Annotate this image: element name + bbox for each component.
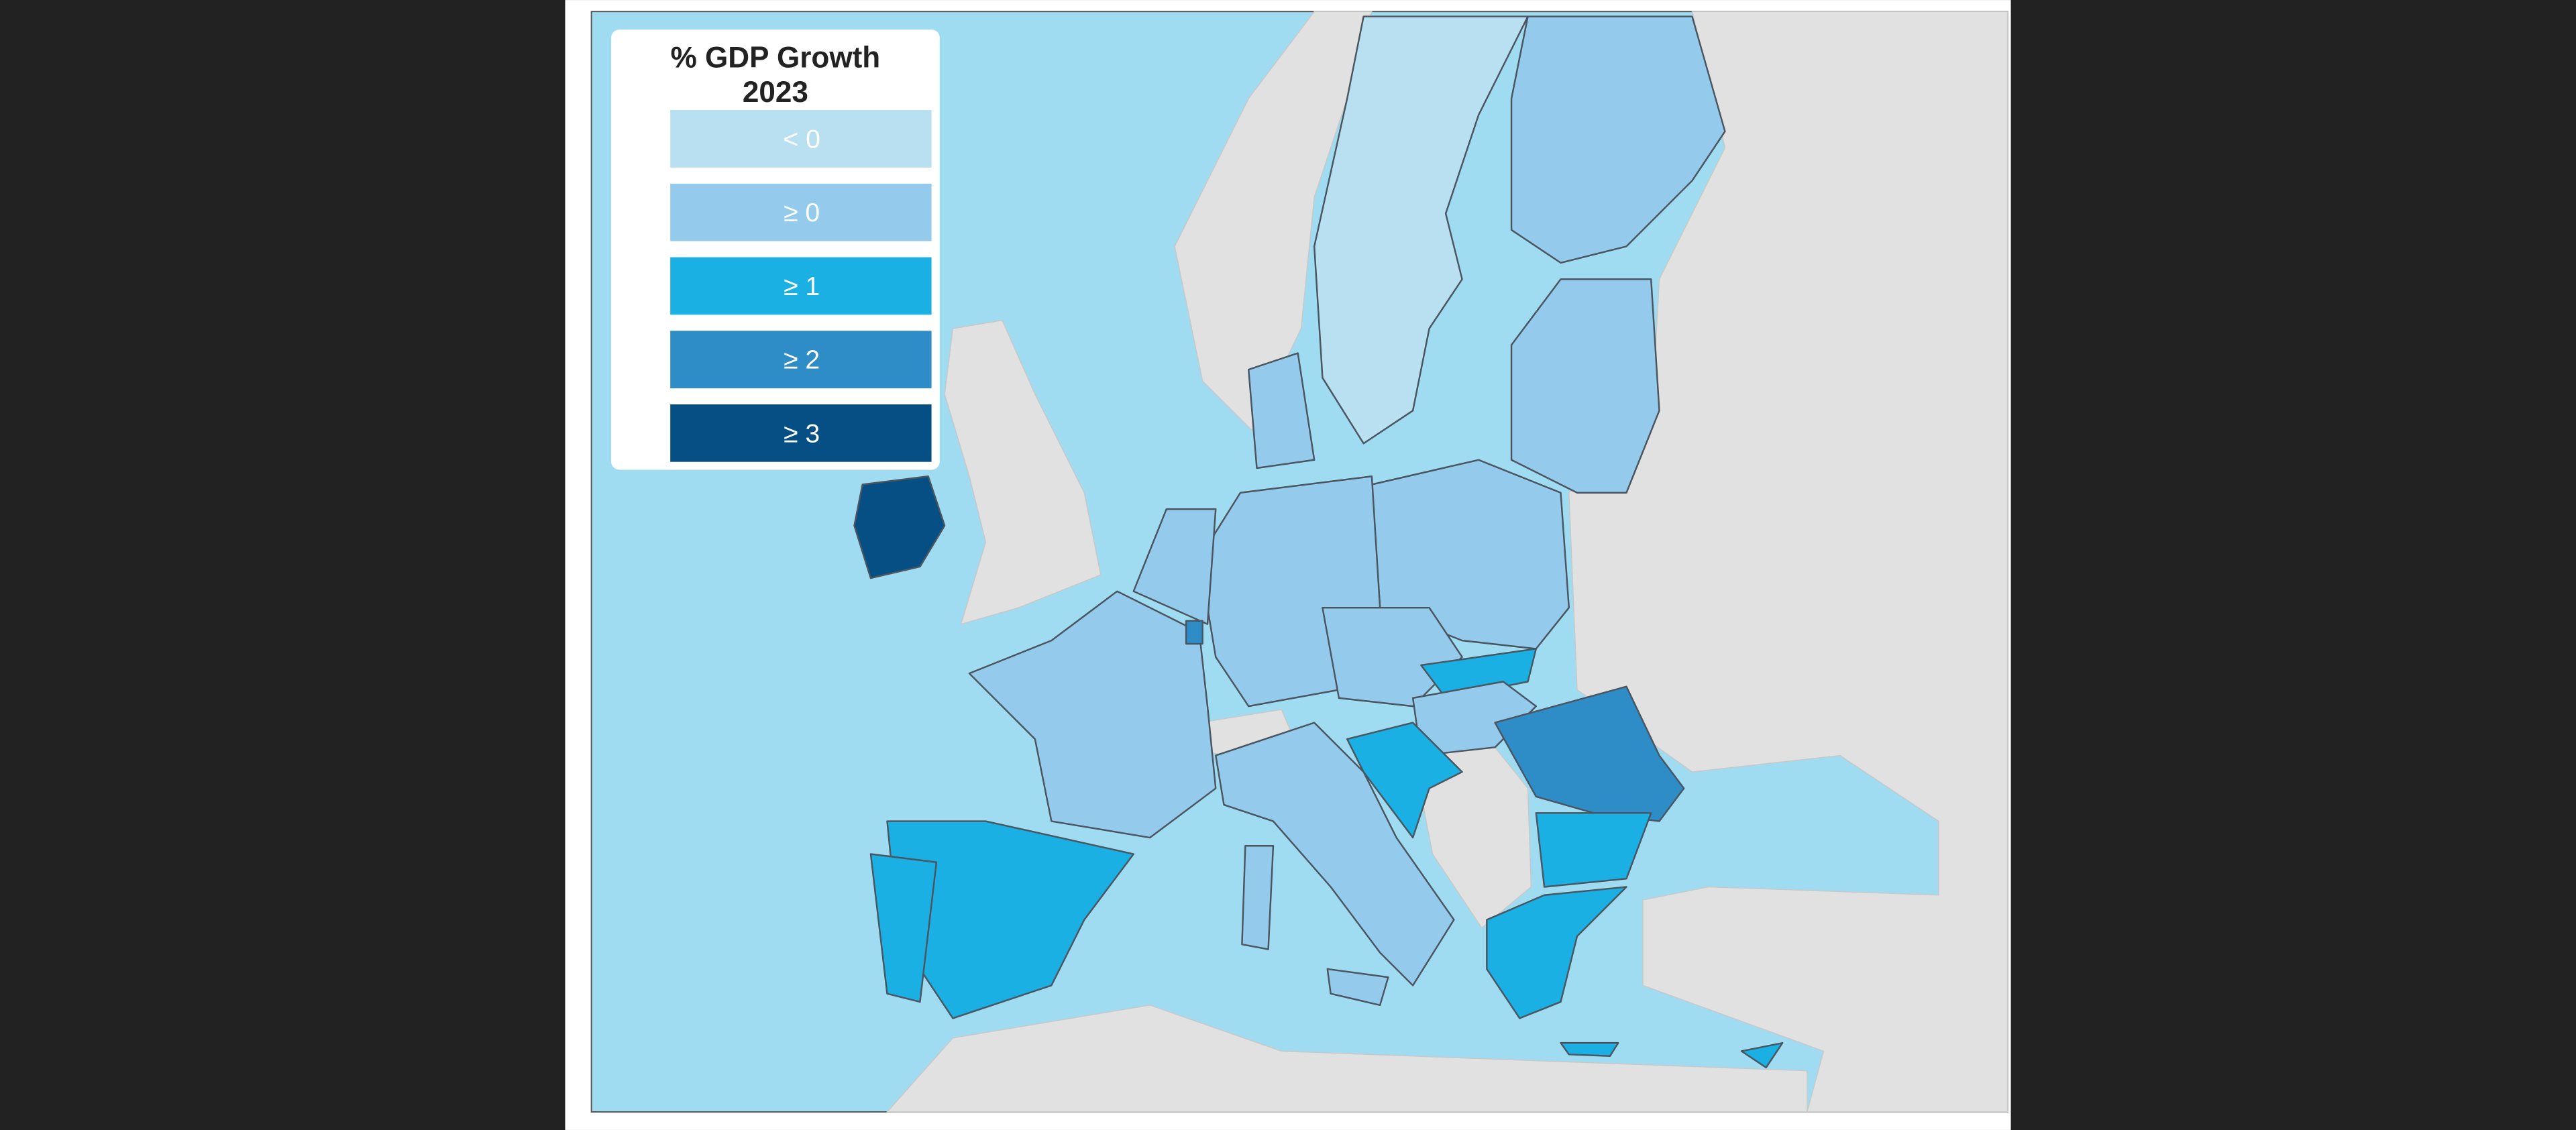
greece — [1486, 886, 1627, 1019]
denmark — [1248, 352, 1316, 469]
legend: % GDP Growth 2023 < 0 ≥ 0 ≥ 1 ≥ 2 ≥ 3 — [611, 30, 940, 470]
legend-title: 2023 — [743, 76, 808, 109]
uk — [944, 319, 1102, 625]
finland — [1510, 15, 1726, 264]
north-africa — [885, 1005, 1808, 1113]
luxembourg — [1185, 620, 1203, 645]
legend-label: ≥ 0 — [784, 199, 820, 227]
legend-swatch — [670, 257, 932, 315]
benelux — [1132, 508, 1217, 625]
france — [968, 590, 1217, 839]
bulgaria — [1535, 812, 1652, 888]
italy — [1215, 722, 1455, 986]
legend-label: ≥ 3 — [784, 419, 820, 448]
legend-label: ≥ 2 — [784, 346, 820, 375]
crete — [1560, 1041, 1619, 1057]
romania — [1494, 685, 1685, 822]
legend-title: % GDP Growth — [671, 41, 881, 74]
legend-label: < 0 — [783, 125, 820, 154]
legend-swatch — [670, 110, 932, 168]
sweden — [1313, 15, 1529, 445]
sardinia — [1241, 845, 1275, 950]
legend-swatch — [670, 404, 932, 462]
croatia-slovenia — [1346, 722, 1463, 839]
portugal — [869, 853, 938, 1003]
cyprus — [1740, 1041, 1784, 1069]
ireland — [853, 475, 946, 579]
baltics — [1510, 278, 1660, 494]
sicily — [1326, 968, 1389, 1007]
legend-swatch — [670, 331, 932, 388]
legend-swatch — [670, 183, 932, 241]
legend-label: ≥ 1 — [784, 272, 820, 301]
